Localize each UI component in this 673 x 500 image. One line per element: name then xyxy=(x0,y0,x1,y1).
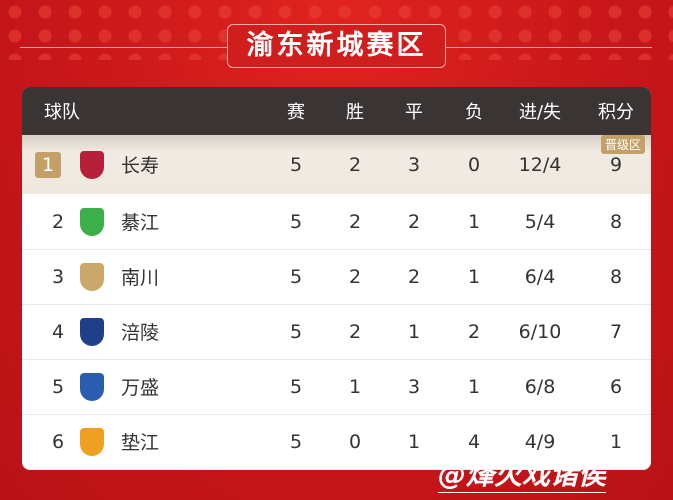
table-row[interactable]: 3 南川 5 2 2 1 6/4 8 xyxy=(22,249,651,305)
team-logo-icon xyxy=(80,304,104,359)
cell-lost: 1 xyxy=(467,210,481,233)
cell-played: 5 xyxy=(289,430,303,453)
header-goals: 进/失 xyxy=(518,102,562,123)
divider xyxy=(20,47,227,48)
team-logo-icon xyxy=(80,359,104,414)
rank: 5 xyxy=(51,375,65,398)
cell-won: 2 xyxy=(348,210,362,233)
cell-won: 0 xyxy=(348,430,362,453)
rank: 2 xyxy=(51,210,65,233)
page-title: 渝东新城赛区 xyxy=(227,24,446,68)
header-drawn: 平 xyxy=(405,102,423,123)
table-row[interactable]: 1 晋级区长寿 5 2 3 0 12/4 9 xyxy=(22,135,651,194)
rank: 1 xyxy=(35,135,61,194)
table-row[interactable]: 5 万盛 5 1 3 1 6/8 6 xyxy=(22,359,651,415)
header-played: 赛 xyxy=(287,102,305,123)
table-header: 球队 赛 胜 平 负 进/失 积分 xyxy=(22,87,651,135)
header-team: 球队 xyxy=(44,102,80,123)
standings-table: 球队 赛 胜 平 负 进/失 积分 1 晋级区 长寿 5 2 3 0 12/4 9 2 綦江 5 2 2 1… xyxy=(22,87,651,470)
cell-drawn: 1 xyxy=(407,320,421,343)
cell-points: 7 xyxy=(609,320,623,343)
cell-goals: 6/10 xyxy=(518,320,562,343)
table-row[interactable]: 6 垫江 5 0 1 4 4/9 1 xyxy=(22,414,651,470)
promotion-badge: 晋级区 xyxy=(600,135,645,154)
team-name: 万盛 xyxy=(120,377,160,399)
cell-goals: 4/9 xyxy=(524,430,556,453)
cell-drawn: 2 xyxy=(407,265,421,288)
cell-lost: 4 xyxy=(467,430,481,453)
cell-played: 5 xyxy=(289,265,303,288)
rank: 4 xyxy=(51,320,65,343)
cell-goals: 6/4 xyxy=(524,265,556,288)
team-logo-icon xyxy=(80,135,104,194)
cell-lost: 2 xyxy=(467,320,481,343)
cell-points: 8 xyxy=(609,265,623,288)
table-row[interactable]: 2 綦江 5 2 2 1 5/4 8 xyxy=(22,194,651,250)
cell-won: 2 xyxy=(348,265,362,288)
team-name: 涪陵 xyxy=(120,322,160,344)
cell-won: 2 xyxy=(348,320,362,343)
cell-lost: 1 xyxy=(467,265,481,288)
cell-drawn: 3 xyxy=(407,153,421,176)
watermark: @烽火戏诸侯 xyxy=(438,458,607,493)
cell-drawn: 2 xyxy=(407,210,421,233)
cell-played: 5 xyxy=(289,375,303,398)
cell-goals: 5/4 xyxy=(524,210,556,233)
cell-drawn: 1 xyxy=(407,430,421,453)
cell-lost: 0 xyxy=(467,153,481,176)
cell-played: 5 xyxy=(289,320,303,343)
cell-points: 6 xyxy=(609,375,623,398)
header-lost: 负 xyxy=(465,102,483,123)
header-won: 胜 xyxy=(346,102,364,123)
team-name: 长寿 xyxy=(120,155,160,177)
cell-lost: 1 xyxy=(467,375,481,398)
cell-points: 9 xyxy=(609,153,623,176)
divider xyxy=(444,47,652,48)
team-logo-icon xyxy=(80,414,104,469)
rank: 3 xyxy=(51,265,65,288)
cell-goals: 12/4 xyxy=(518,153,562,176)
cell-played: 5 xyxy=(289,210,303,233)
cell-goals: 6/8 xyxy=(524,375,556,398)
team-logo-icon xyxy=(80,249,104,304)
header-points: 积分 xyxy=(598,102,634,123)
table-row[interactable]: 4 涪陵 5 2 1 2 6/10 7 xyxy=(22,304,651,360)
team-name: 垫江 xyxy=(120,432,160,454)
cell-played: 5 xyxy=(289,153,303,176)
cell-won: 1 xyxy=(348,375,362,398)
cell-points: 1 xyxy=(609,430,623,453)
cell-points: 8 xyxy=(609,210,623,233)
cell-won: 2 xyxy=(348,153,362,176)
team-logo-icon xyxy=(80,194,104,249)
team-name: 綦江 xyxy=(120,212,160,234)
rank: 6 xyxy=(51,430,65,453)
cell-drawn: 3 xyxy=(407,375,421,398)
team-name: 南川 xyxy=(120,267,160,289)
